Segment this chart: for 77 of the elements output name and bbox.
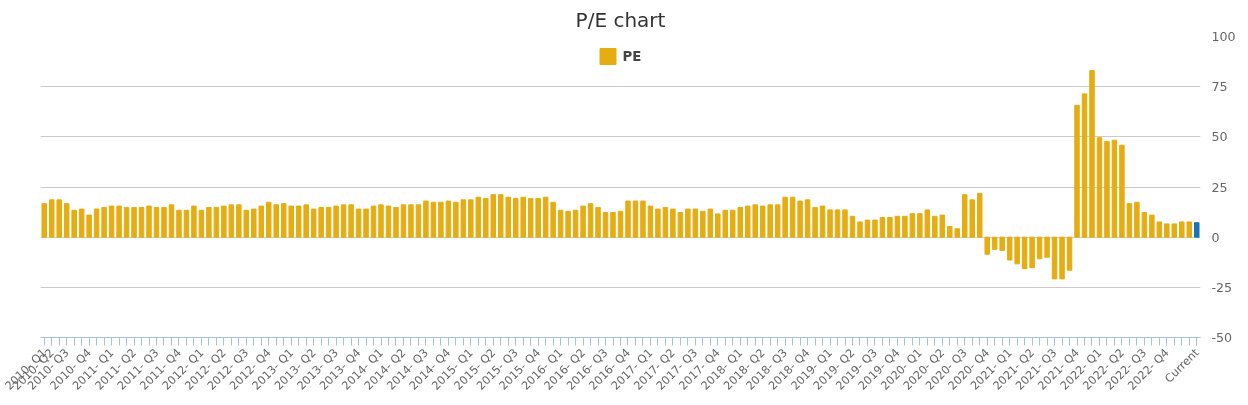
- bar: [834, 209, 841, 238]
- bar: [1119, 144, 1125, 238]
- bar: [804, 199, 811, 238]
- bar: [879, 217, 886, 238]
- chart-title: P/E chart: [575, 7, 666, 32]
- bar: [819, 205, 826, 238]
- bar: [1059, 236, 1065, 280]
- bar: [1051, 236, 1058, 280]
- bar: [662, 206, 669, 238]
- bar: [602, 211, 609, 238]
- y-tick-label: -25: [1211, 279, 1233, 295]
- y-tick-label: 75: [1211, 79, 1228, 95]
- bar: [41, 203, 47, 238]
- bar: [610, 211, 616, 238]
- bar: [348, 204, 354, 238]
- bar: [617, 210, 624, 238]
- bar: [138, 206, 145, 238]
- y-tick-label: 50: [1211, 129, 1228, 145]
- bar: [168, 204, 175, 238]
- bar: [415, 204, 422, 238]
- bar: [647, 205, 654, 238]
- bar: [857, 221, 863, 238]
- bar: [894, 215, 901, 238]
- bar: [572, 209, 579, 238]
- bar: [1089, 70, 1095, 238]
- y-tick-label: -50: [1211, 330, 1233, 345]
- bar: [655, 208, 661, 238]
- bar: [887, 217, 893, 238]
- bar: [1096, 137, 1103, 238]
- bar: [1074, 104, 1080, 238]
- bar: [976, 192, 983, 238]
- bar: [153, 206, 160, 238]
- bar: [370, 205, 377, 238]
- bar: [176, 209, 182, 238]
- bar: [423, 200, 429, 238]
- bar: [183, 209, 190, 238]
- bar: [984, 236, 990, 255]
- bar: [378, 204, 384, 238]
- bar: [116, 205, 122, 238]
- bar: [842, 209, 848, 238]
- bar: [849, 215, 856, 238]
- y-tick-label: 25: [1211, 179, 1228, 195]
- bar: [355, 208, 362, 238]
- bar: [1044, 236, 1050, 258]
- bar: [131, 206, 137, 238]
- bar: [123, 206, 130, 238]
- bar: [363, 208, 369, 238]
- bar: [1066, 236, 1073, 271]
- bar: [1126, 203, 1133, 238]
- bar: [400, 204, 407, 238]
- bar: [408, 204, 414, 238]
- y-tick-label: 0: [1211, 229, 1220, 245]
- bar: [340, 204, 347, 238]
- bar: [108, 205, 115, 238]
- y-tick-label: 100: [1211, 29, 1236, 44]
- bar: [430, 201, 437, 238]
- bar: [632, 200, 639, 238]
- bar: [827, 209, 833, 238]
- bar: [1104, 140, 1110, 238]
- bar: [812, 206, 818, 238]
- bar: [595, 206, 601, 238]
- bar: [640, 200, 646, 238]
- bar: [864, 219, 871, 238]
- bar: [198, 209, 205, 238]
- bar: [161, 206, 167, 238]
- bar: [393, 206, 399, 238]
- legend-label: PE: [622, 48, 643, 64]
- bar: [385, 205, 392, 238]
- bar: [146, 205, 152, 238]
- bar: [191, 205, 197, 238]
- bar: [872, 219, 878, 238]
- bar: [1111, 139, 1118, 238]
- bar: [587, 203, 594, 238]
- bar: [580, 205, 586, 238]
- bar: [1194, 222, 1200, 238]
- bar: [625, 200, 631, 238]
- bar: [1081, 93, 1088, 238]
